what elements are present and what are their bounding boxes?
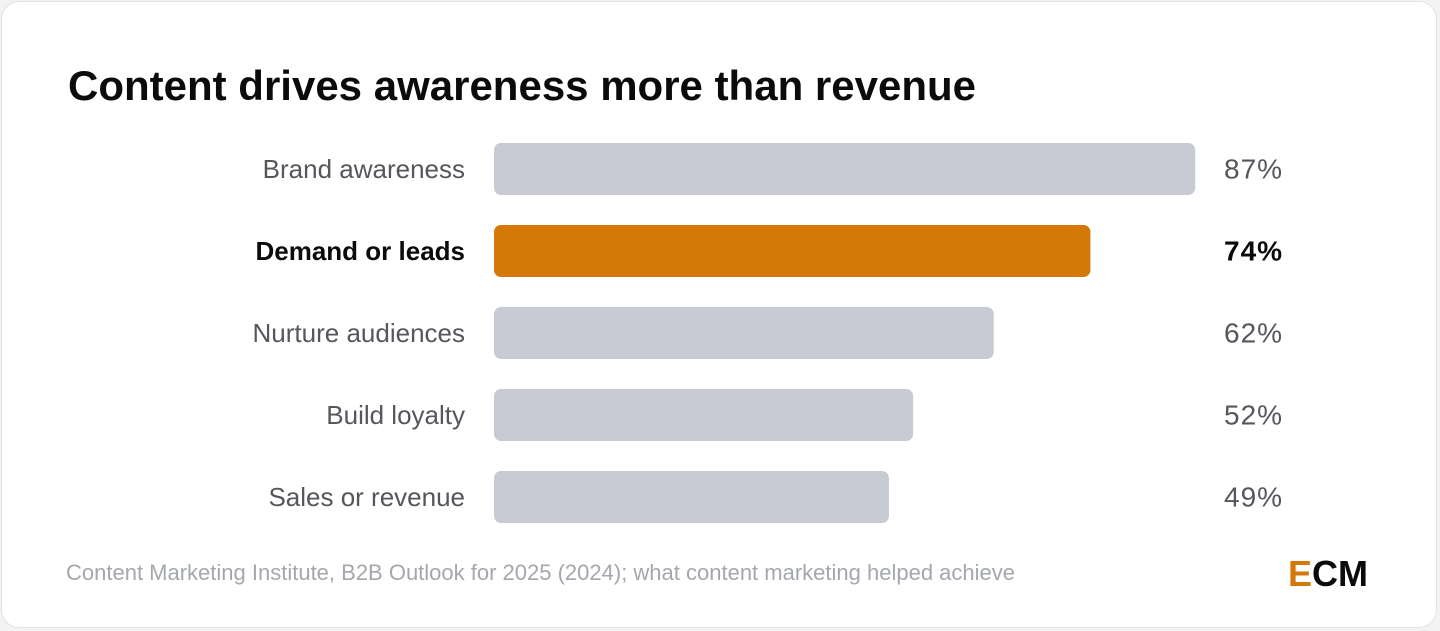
value-label-sales-or-revenue: 49% <box>1224 482 1283 513</box>
bar-build-loyalty <box>494 389 914 441</box>
value-label-build-loyalty: 52% <box>1224 400 1283 431</box>
value-label-brand-awareness: 87% <box>1224 154 1283 185</box>
value-label-nurture-audiences: 62% <box>1224 318 1283 349</box>
logo-letters-cm: CM <box>1312 553 1369 594</box>
category-label-sales-or-revenue: Sales or revenue <box>268 482 465 512</box>
value-label-demand-or-leads: 74% <box>1224 236 1283 267</box>
ecm-logo: ECM <box>1288 552 1368 596</box>
logo-letter-e: E <box>1288 553 1313 594</box>
category-label-build-loyalty: Build loyalty <box>326 400 465 430</box>
source-note: Content Marketing Institute, B2B Outlook… <box>66 560 1015 585</box>
category-label-nurture-audiences: Nurture audiences <box>253 318 465 348</box>
category-label-brand-awareness: Brand awareness <box>263 154 465 184</box>
chart-title: Content drives awareness more than reven… <box>68 62 976 109</box>
bar-brand-awareness <box>494 143 1196 195</box>
bar-sales-or-revenue <box>494 471 889 523</box>
bar-nurture-audiences <box>494 307 994 359</box>
bar-demand-or-leads <box>494 225 1091 277</box>
category-label-demand-or-leads: Demand or leads <box>255 236 465 266</box>
